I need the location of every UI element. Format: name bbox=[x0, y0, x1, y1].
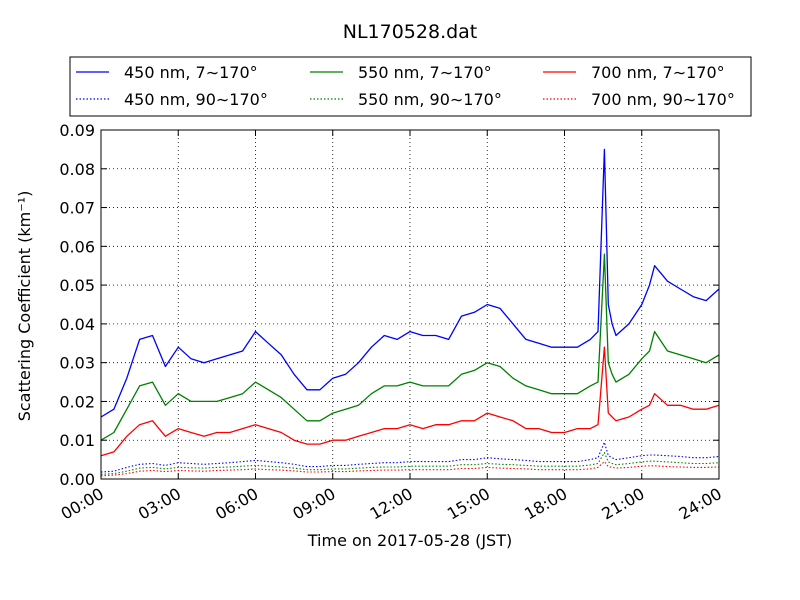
y-tick-label: 0.04 bbox=[59, 315, 95, 334]
y-tick-label: 0.01 bbox=[59, 431, 95, 450]
legend-box bbox=[69, 56, 752, 117]
y-tick-label: 0.02 bbox=[59, 392, 95, 411]
series-line-450nm-90-170 bbox=[100, 441, 720, 473]
y-tick-label: 0.00 bbox=[59, 470, 95, 489]
series-line-700nm-7-170 bbox=[100, 346, 720, 457]
y-tick-label: 0.07 bbox=[59, 199, 95, 218]
y-tick-label: 0.06 bbox=[59, 237, 95, 256]
y-tick-label: 0.03 bbox=[59, 354, 95, 373]
legend-label: 700 nm, 90∼170° bbox=[591, 90, 735, 109]
series-line-450nm-7-170 bbox=[100, 148, 720, 418]
chart-title: NL170528.dat bbox=[343, 21, 478, 43]
legend-label: 450 nm, 7∼170° bbox=[124, 63, 258, 82]
series-line-550nm-7-170 bbox=[100, 253, 720, 441]
legend-label: 700 nm, 7∼170° bbox=[591, 63, 725, 82]
legend: 450 nm, 7∼170° 550 nm, 7∼170° 700 nm, 7∼17… bbox=[69, 56, 752, 117]
y-tick-label: 0.05 bbox=[59, 276, 95, 295]
y-axis-label: Scattering Coefficient (km⁻¹) bbox=[15, 191, 34, 422]
legend-label: 550 nm, 7∼170° bbox=[358, 63, 492, 82]
y-tick-label: 0.08 bbox=[59, 160, 95, 179]
legend-label: 550 nm, 90∼170° bbox=[358, 90, 502, 109]
series-line-700nm-90-170 bbox=[100, 461, 720, 477]
y-tick-label: 0.09 bbox=[59, 121, 95, 140]
series-line-550nm-90-170 bbox=[100, 452, 720, 475]
legend-label: 450 nm, 90∼170° bbox=[124, 90, 268, 109]
x-axis-label: Time on 2017-05-28 (JST) bbox=[307, 531, 512, 550]
series-group bbox=[100, 148, 720, 477]
